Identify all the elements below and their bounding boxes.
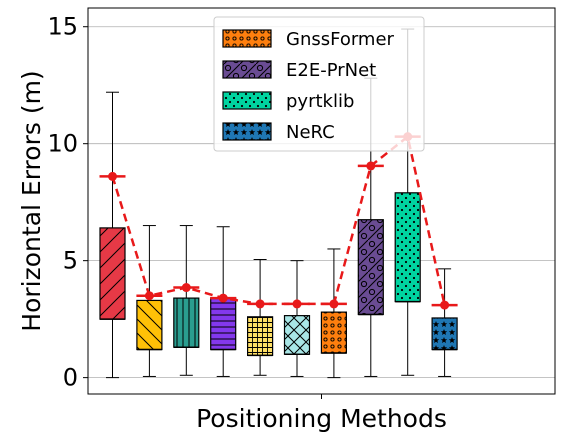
box-body xyxy=(320,311,347,354)
box-body xyxy=(431,317,458,351)
mean-point xyxy=(108,171,117,181)
legend-swatch xyxy=(222,122,272,141)
box-item xyxy=(431,268,458,377)
legend-label: pyrtklib xyxy=(286,91,354,112)
legend-item: pyrtklib xyxy=(222,91,354,112)
box-item xyxy=(283,260,311,377)
legend-swatch xyxy=(222,29,272,48)
mean-point xyxy=(218,293,228,303)
box-body xyxy=(136,299,163,351)
legend: GnssFormer E2E-PrNet pyrtklib NeRC xyxy=(213,16,425,152)
box-item xyxy=(136,225,163,377)
box-item xyxy=(357,77,384,377)
mean-point xyxy=(292,299,302,309)
legend-label: E2E-PrNet xyxy=(286,60,376,81)
x-axis-label: Positioning Methods xyxy=(196,404,447,433)
box-item xyxy=(247,258,274,376)
box-body xyxy=(173,297,200,348)
legend-item: GnssFormer xyxy=(222,29,395,50)
y-tick-label: 5 xyxy=(63,247,78,275)
mean-point xyxy=(366,161,376,171)
box-body xyxy=(357,219,384,316)
box-item xyxy=(173,225,200,376)
box-body xyxy=(210,297,237,351)
axis-ticks: 0 5 10 15 xyxy=(47,13,322,399)
mean-point xyxy=(329,299,339,309)
mean-point xyxy=(440,300,450,310)
mean-point xyxy=(144,291,154,301)
box-body xyxy=(247,316,274,356)
legend-label: GnssFormer xyxy=(286,29,395,50)
box-body xyxy=(283,315,311,355)
mean-point xyxy=(181,283,191,293)
box-item xyxy=(320,248,347,379)
y-axis-label: Horizontal Errors (m) xyxy=(17,70,46,331)
box-body xyxy=(99,227,126,320)
y-tick-label: 15 xyxy=(47,13,78,41)
mean-line-layer xyxy=(99,132,458,310)
legend-label: NeRC xyxy=(286,122,335,143)
box-body xyxy=(394,192,421,303)
legend-item: E2E-PrNet xyxy=(222,60,376,81)
legend-item: NeRC xyxy=(222,122,335,143)
box-item xyxy=(99,91,126,379)
legend-swatch xyxy=(222,91,272,110)
legend-swatch xyxy=(222,60,272,79)
y-tick-label: 0 xyxy=(63,364,78,392)
box-item xyxy=(210,226,237,377)
mean-line xyxy=(111,134,446,306)
legend-frame xyxy=(213,16,425,152)
y-tick-label: 10 xyxy=(47,130,78,158)
mean-point xyxy=(255,299,265,309)
boxes-layer xyxy=(99,28,458,379)
